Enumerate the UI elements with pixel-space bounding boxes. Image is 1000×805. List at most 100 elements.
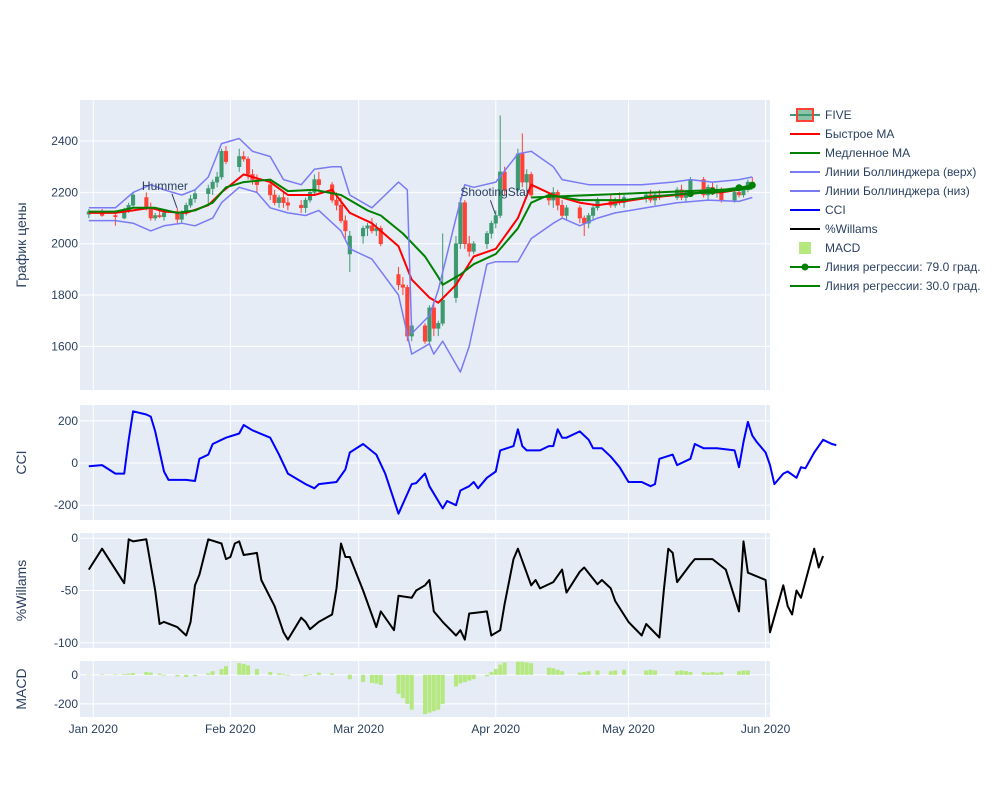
candle-body xyxy=(241,156,246,160)
candle xyxy=(210,179,215,195)
candle-body xyxy=(462,202,467,244)
macd-bar xyxy=(268,671,273,675)
macd-bar xyxy=(471,674,476,680)
candle xyxy=(436,320,441,337)
series-3-line xyxy=(88,137,753,335)
candle-body xyxy=(206,188,211,194)
macd-bar xyxy=(241,663,246,675)
candle xyxy=(369,218,374,234)
candle-body xyxy=(113,215,118,218)
macd-bar xyxy=(423,674,427,715)
candle-body xyxy=(453,243,459,298)
candle xyxy=(272,189,277,206)
candle-body xyxy=(701,179,706,196)
candle-body xyxy=(520,153,525,183)
legend-label: MACD xyxy=(825,241,861,255)
williams-ytick-label: -50 xyxy=(61,584,79,598)
candle-body xyxy=(577,207,582,219)
candle xyxy=(299,200,304,213)
legend-label: Линия регрессии: 79.0 град. xyxy=(825,260,981,274)
candle-body xyxy=(334,199,339,206)
macd-bar xyxy=(648,669,653,675)
williams-ylabel: %Willams xyxy=(13,560,29,621)
legend-label: CCI xyxy=(825,203,846,217)
legend-item[interactable]: MACD xyxy=(799,241,861,255)
series-6-line xyxy=(87,538,825,641)
macd-bar xyxy=(144,671,149,675)
macd-bar xyxy=(113,674,118,675)
candle-body xyxy=(237,156,242,167)
macd-bar xyxy=(285,674,290,676)
candle-body xyxy=(586,215,591,224)
candle-body xyxy=(285,202,290,206)
candle xyxy=(440,233,445,326)
legend-item[interactable]: %Willams xyxy=(790,222,878,236)
annotation: ShootingStar xyxy=(460,185,530,215)
macd-bar xyxy=(520,661,525,675)
macd-bar xyxy=(347,674,352,680)
cci-ytick-label: -200 xyxy=(54,498,78,512)
candle-body xyxy=(246,158,251,175)
candle-body xyxy=(144,197,149,209)
cci-ytick-label: 200 xyxy=(58,414,78,428)
candle xyxy=(153,212,158,221)
candle xyxy=(215,171,220,188)
macd-bar xyxy=(551,668,556,675)
candle-body xyxy=(422,325,428,342)
candle xyxy=(237,148,242,172)
macd-ylabel: MACD xyxy=(13,668,29,709)
macd-bar xyxy=(498,664,503,675)
macd-bar xyxy=(184,674,189,677)
candle-body xyxy=(741,189,746,196)
candle xyxy=(206,184,211,206)
legend-item[interactable]: Линия регрессии: 30.0 град. xyxy=(790,279,981,293)
macd-bar xyxy=(560,671,565,675)
candle xyxy=(431,300,436,337)
candle-body xyxy=(471,243,476,252)
candle-body xyxy=(524,174,529,183)
annotation-label: Hummer xyxy=(142,179,188,193)
legend-item[interactable]: FIVE xyxy=(790,108,852,122)
candle-body xyxy=(210,181,215,189)
macd-bar xyxy=(206,673,211,675)
macd-ytick-label: 0 xyxy=(71,668,78,682)
legend-label: %Willams xyxy=(825,222,878,236)
macd-bar xyxy=(493,669,498,675)
candle xyxy=(422,323,428,344)
legend-item[interactable]: Линии Боллинджера (верх) xyxy=(790,165,976,179)
candle-body xyxy=(153,215,158,219)
legend-item[interactable]: Линии Боллинджера (низ) xyxy=(790,184,970,198)
macd-bar xyxy=(431,674,436,712)
candle-body xyxy=(595,199,600,209)
candle xyxy=(453,236,459,303)
price-ytick-label: 1800 xyxy=(51,288,78,302)
candle xyxy=(396,266,401,290)
macd-bar xyxy=(162,674,167,676)
candle-body xyxy=(254,179,259,185)
legend-item[interactable]: Медленное MA xyxy=(790,146,910,160)
regression-marker xyxy=(735,184,743,192)
candle xyxy=(400,277,405,296)
macd-bar xyxy=(157,673,162,675)
candle-body xyxy=(467,243,472,252)
legend-item[interactable]: Линия регрессии: 79.0 град. xyxy=(790,260,981,274)
candle xyxy=(524,169,529,190)
legend-item[interactable]: Быстрое MA xyxy=(790,127,894,141)
annotation: Hummer xyxy=(142,179,188,208)
macd-bar xyxy=(489,671,494,675)
candle xyxy=(701,176,706,198)
macd-bar xyxy=(374,674,379,684)
candle-body xyxy=(498,171,503,216)
candle-body xyxy=(440,299,445,324)
legend-swatch xyxy=(799,242,811,254)
macd-bar xyxy=(193,674,197,677)
macd-bar xyxy=(100,674,105,676)
candle xyxy=(471,241,476,254)
candle xyxy=(586,212,591,229)
macd-bar xyxy=(361,674,366,683)
macd-bar xyxy=(440,674,445,704)
candle-body xyxy=(560,204,565,216)
cci-ylabel: CCI xyxy=(13,450,29,474)
legend-item[interactable]: CCI xyxy=(790,203,846,217)
